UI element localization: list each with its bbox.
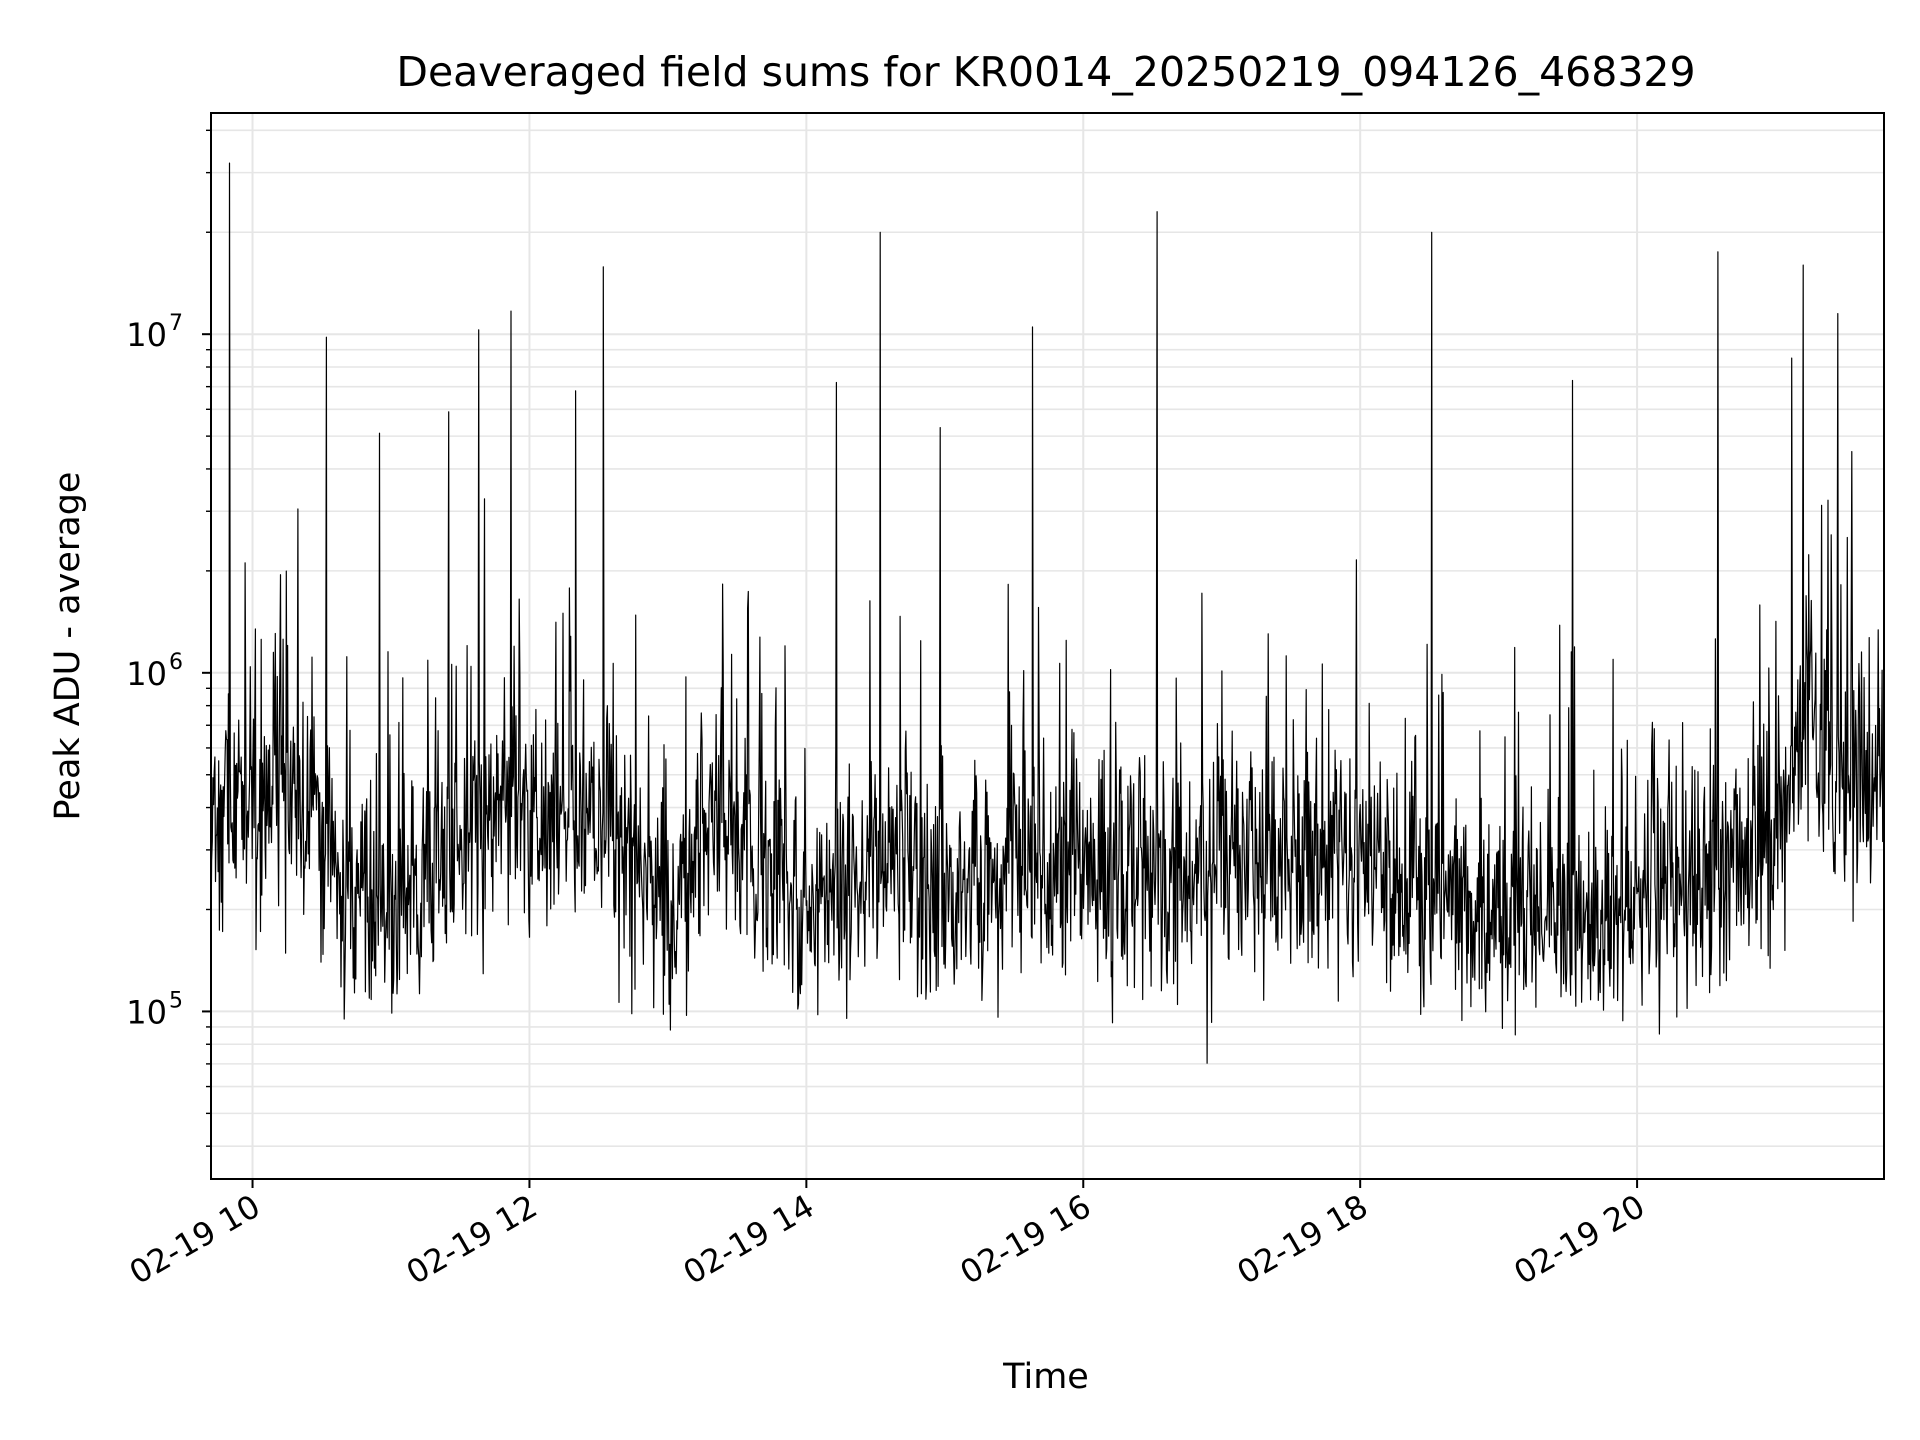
y-tick-exponent: 7 (169, 311, 183, 336)
chart-title: Deaveraged field sums for KR0014_2025021… (396, 48, 1695, 96)
y-tick-label: 10 (126, 655, 167, 693)
y-tick-exponent: 6 (169, 650, 183, 675)
y-tick-exponent: 5 (169, 988, 183, 1013)
series-peak-adu (210, 162, 1885, 1064)
y-tick-label: 10 (126, 316, 167, 354)
y-axis-label: Peak ADU - average (48, 472, 88, 821)
series-line (210, 162, 1885, 1064)
x-axis-label: Time (1002, 1357, 1089, 1397)
grid (211, 113, 1884, 1179)
y-tick-label: 10 (126, 993, 167, 1031)
plot-frame (210, 112, 1885, 1180)
